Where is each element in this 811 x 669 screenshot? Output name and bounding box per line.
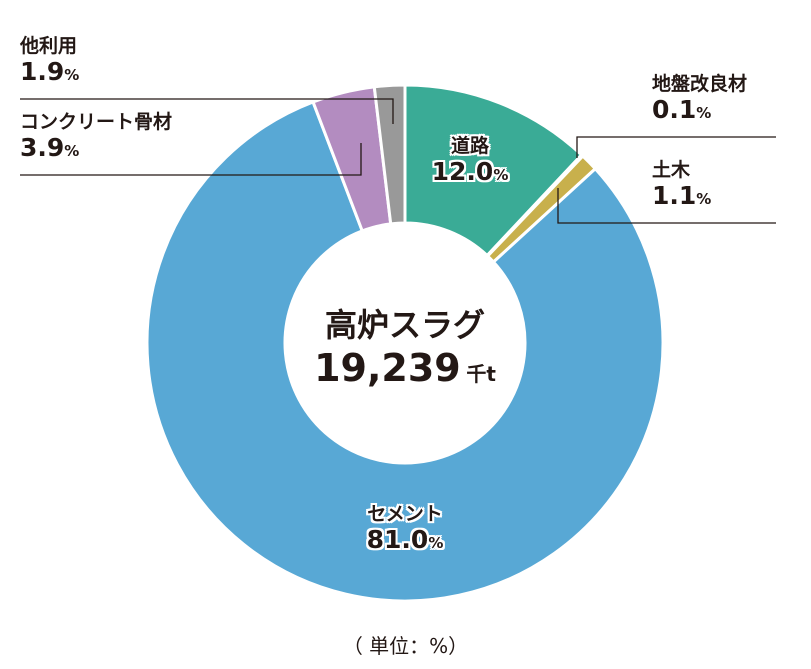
percent-sign: % xyxy=(493,165,509,184)
slice-value: 3.9 xyxy=(20,132,65,162)
center-total: 19,239 千t xyxy=(285,346,525,390)
slice-label: セメント xyxy=(367,503,443,525)
slice-label: コンクリート骨材 xyxy=(20,111,173,133)
slice-5 xyxy=(372,83,407,226)
leader-line-ground xyxy=(576,136,776,158)
percent-sign: % xyxy=(428,533,444,552)
leader-line-civil xyxy=(557,188,776,224)
total-unit: 千t xyxy=(466,362,496,386)
percent-sign: % xyxy=(696,189,712,208)
leader-lines xyxy=(20,98,776,224)
slice-3 xyxy=(145,100,665,603)
leader-line-other xyxy=(20,98,394,124)
total-value: 19,239 xyxy=(314,346,461,390)
percent-sign: % xyxy=(64,141,80,160)
slice-label: 地盤改良材 xyxy=(652,73,748,95)
leader-line-concrete xyxy=(20,143,362,176)
label-cement: セメント 81.0% xyxy=(340,503,470,555)
label-road: 道路 12.0% xyxy=(415,135,525,187)
percent-sign: % xyxy=(696,103,712,122)
unit-note: （ 単位：%） xyxy=(342,634,469,658)
slice-value: 0.1 xyxy=(652,94,697,124)
slice-value: 1.9 xyxy=(20,56,65,86)
percent-sign: % xyxy=(64,65,80,84)
slice-label: 他利用 xyxy=(20,35,78,57)
label-concrete: コンクリート骨材 3.9% xyxy=(20,111,173,163)
slice-value: 1.1 xyxy=(652,180,697,210)
slice-value: 12.0 xyxy=(431,156,494,186)
slice-label: 土木 xyxy=(652,159,691,181)
label-ground: 地盤改良材 0.1% xyxy=(652,73,748,125)
slice-value: 81.0 xyxy=(366,524,429,554)
slice-label: 道路 xyxy=(450,135,489,157)
center-title: 高炉スラグ xyxy=(324,306,485,344)
label-civil: 土木 1.1% xyxy=(652,159,712,211)
label-other: 他利用 1.9% xyxy=(20,35,80,87)
